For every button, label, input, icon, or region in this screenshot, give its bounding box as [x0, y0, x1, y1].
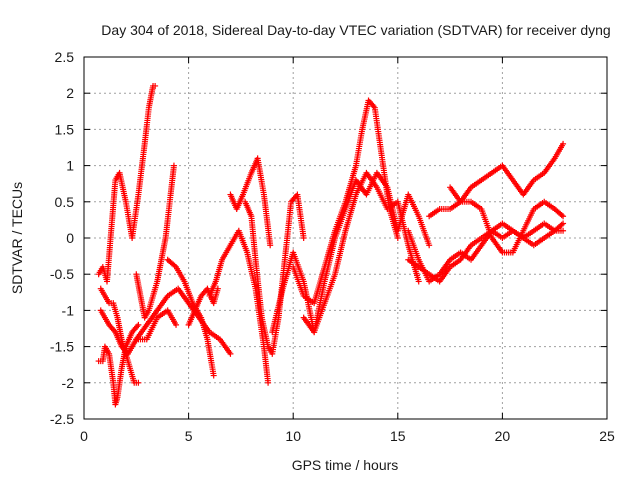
series-arc-14 — [300, 169, 433, 336]
data-point-marker — [173, 321, 180, 328]
data-point-marker — [170, 162, 177, 169]
data-point-marker — [558, 221, 565, 228]
x-tick-label: 25 — [599, 428, 615, 444]
x-tick-label: 15 — [390, 428, 406, 444]
data-point-marker — [171, 262, 178, 269]
data-point-marker — [560, 213, 567, 220]
grid-layer — [84, 57, 607, 419]
y-axis-label: SDTVAR / TECUs — [9, 182, 25, 294]
y-tick-label: -2.5 — [50, 411, 74, 427]
series-arc-3 — [97, 307, 180, 357]
data-layer — [95, 82, 567, 408]
series-arc-17 — [447, 184, 567, 256]
x-tick-label: 20 — [495, 428, 511, 444]
data-point-marker — [152, 82, 159, 89]
y-tick-label: -0.5 — [50, 266, 74, 282]
data-point-marker — [227, 350, 234, 357]
data-point-marker — [267, 242, 274, 249]
chart-title: Day 304 of 2018, Sidereal Day-to-day VTE… — [101, 22, 610, 38]
data-point-marker — [558, 212, 565, 219]
x-axis-label: GPS time / hours — [292, 457, 399, 473]
data-point-marker — [560, 140, 567, 147]
data-point-marker — [415, 278, 422, 285]
data-point-marker — [426, 242, 433, 249]
y-tick-label: -1.5 — [50, 339, 74, 355]
data-point-marker — [394, 235, 401, 241]
series-arc-5 — [133, 162, 177, 321]
data-point-marker — [135, 321, 142, 328]
x-tick-label: 0 — [80, 428, 88, 444]
series-arc-18 — [405, 220, 567, 285]
data-point-marker — [135, 379, 142, 386]
y-tick-label: 2 — [66, 85, 74, 101]
x-tick-label: 10 — [285, 428, 301, 444]
y-tick-label: -1 — [62, 302, 75, 318]
y-tick-label: 0.5 — [55, 194, 75, 210]
series-arc-16 — [426, 140, 567, 220]
series-arc-12 — [269, 169, 422, 336]
y-tick-label: 2.5 — [55, 49, 75, 65]
series-arc-8 — [185, 285, 221, 328]
tick-layer: 0 5 10 15 20 25 -2.5 -2 -1.5 -1 -0.5 0 0.5 1 1.5 2 2.5 — [50, 49, 615, 444]
y-tick-label: 0 — [66, 230, 74, 246]
series-arc-7 — [164, 256, 217, 379]
y-tick-label: -2 — [62, 375, 75, 391]
data-point-marker — [214, 285, 221, 292]
data-point-marker — [265, 379, 272, 386]
series-arc-2 — [95, 321, 142, 408]
data-point-marker — [300, 235, 307, 241]
data-point-marker — [560, 227, 567, 234]
series-arc-4 — [97, 285, 142, 386]
y-tick-label: 1.5 — [55, 121, 75, 137]
x-tick-label: 5 — [185, 428, 193, 444]
series-arc-6 — [133, 285, 234, 357]
y-tick-label: 1 — [66, 158, 74, 174]
data-point-marker — [560, 220, 567, 227]
series-arc-10 — [227, 155, 274, 249]
series-arc-1 — [95, 82, 159, 285]
data-point-marker — [210, 372, 217, 379]
